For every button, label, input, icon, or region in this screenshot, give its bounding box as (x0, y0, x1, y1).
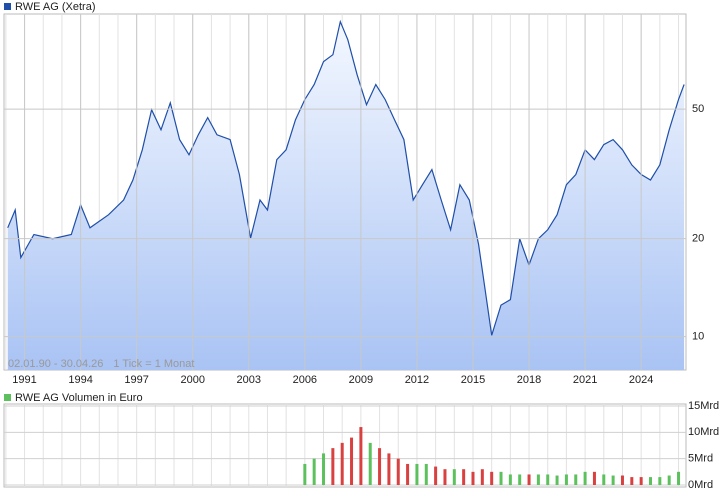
volume-bar (303, 463, 307, 485)
volume-bar (471, 471, 475, 485)
volume-bar (462, 469, 466, 485)
x-tick-label: 2015 (461, 374, 485, 386)
x-tick-label: 2003 (237, 374, 261, 386)
x-tick-label: 2024 (629, 374, 653, 386)
x-tick-label: 1994 (68, 374, 92, 386)
y-tick-label: 15Mrd (688, 400, 719, 412)
legend-swatch (4, 3, 11, 10)
price-line (7, 19, 685, 336)
volume-bar (434, 466, 438, 485)
volume-bar (368, 442, 372, 485)
volume-bar (490, 471, 494, 485)
y-tick-label: 50 (692, 103, 704, 115)
volume-bar (546, 474, 550, 485)
volume-bar (536, 474, 540, 485)
volume-bar (677, 471, 681, 485)
annotation: 1 Tick = 1 Monat (113, 358, 194, 370)
volume-bar (583, 471, 587, 485)
x-tick-label: 1991 (12, 374, 36, 386)
volume-bar (499, 471, 503, 485)
volume-bar (331, 448, 335, 485)
x-tick-label: 1997 (124, 374, 148, 386)
x-tick-label: 2021 (573, 374, 597, 386)
y-tick-label: 10 (692, 331, 704, 343)
volume-bar (527, 474, 531, 485)
volume-bar (602, 474, 606, 485)
area (7, 21, 685, 370)
volume-bar (630, 477, 634, 485)
volume-bar (592, 471, 596, 485)
volume-bar (359, 427, 363, 485)
volume-bar (406, 463, 410, 485)
x-tick-label: 2018 (517, 374, 541, 386)
volume-bar (648, 477, 652, 485)
volume-bar (322, 453, 326, 485)
volume-bar (518, 474, 522, 485)
volume-bar (574, 474, 578, 485)
volume-bar (667, 475, 671, 485)
y-tick-label: 10Mrd (688, 426, 719, 438)
volume-bar (350, 437, 354, 485)
volume-bar (443, 469, 447, 485)
volume-bar (452, 469, 456, 485)
volume-bar (658, 477, 662, 485)
y-tick-label: 20 (692, 233, 704, 245)
legend-swatch (4, 394, 11, 401)
x-tick-label: 2000 (180, 374, 204, 386)
volume-bar (555, 475, 559, 485)
y-tick-label: 5Mrd (688, 453, 713, 465)
volume-bar (611, 475, 615, 485)
volume-bar (415, 463, 419, 485)
legend-label: RWE AG Volumen in Euro (15, 392, 143, 404)
volume-bar (312, 458, 316, 485)
volume-bar (378, 448, 382, 485)
x-tick-label: 2012 (405, 374, 429, 386)
legend-label: RWE AG (Xetra) (15, 1, 95, 13)
volume-bar (564, 474, 568, 485)
volume-bar (620, 475, 624, 485)
volume-bar (424, 463, 428, 485)
volume-bar (387, 453, 391, 485)
volume-bar (508, 474, 512, 485)
y-tick-label: 0Mrd (688, 479, 713, 491)
x-tick-label: 2006 (293, 374, 317, 386)
volume-bar (396, 458, 400, 485)
volume-bar (480, 469, 484, 485)
x-tick-label: 2009 (349, 374, 373, 386)
annotation: 02.01.90 - 30.04.26 (8, 358, 103, 370)
volume-bar (340, 442, 344, 485)
volume-bar (639, 477, 643, 485)
